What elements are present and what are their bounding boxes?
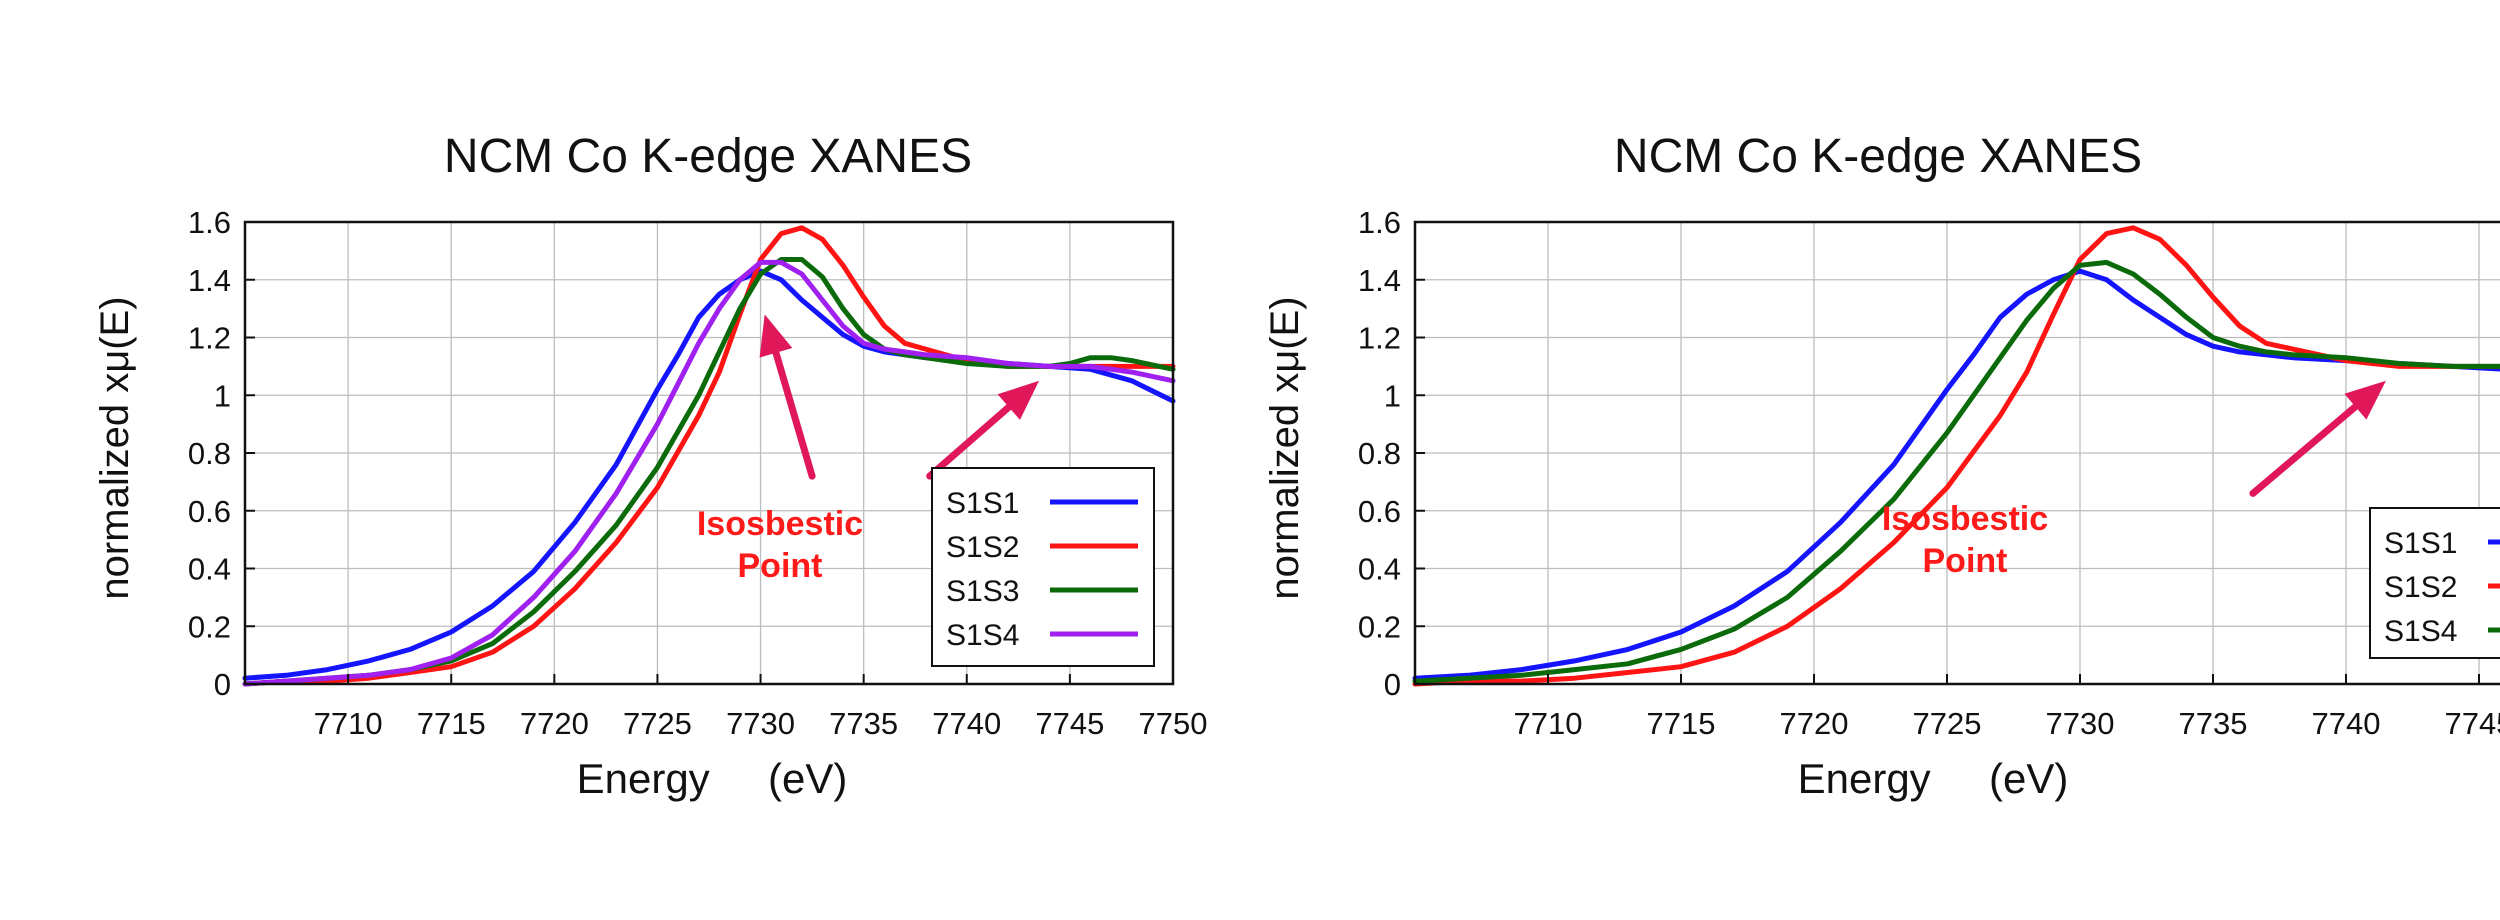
y-tick-label: 0.6	[188, 494, 231, 529]
annotation-arrow-shaft	[2249, 403, 2359, 497]
legend-label: S1S4	[2384, 615, 2457, 648]
x-tick-label: 7725	[1913, 706, 1982, 741]
plot-series	[242, 225, 1176, 687]
x-tick-label: 7725	[623, 706, 692, 741]
chart-panel-right: NCM Co K-edge XANES normalized xμ(E) Ene…	[1250, 0, 2500, 920]
legend-label: S1S1	[946, 487, 1019, 520]
x-tick-label: 7750	[1139, 706, 1208, 741]
x-tick-label: 7740	[2312, 706, 2381, 741]
x-tick-label: 7730	[726, 706, 795, 741]
series-line-s1s2	[1412, 225, 2500, 687]
x-tick-label: 7710	[1514, 706, 1583, 741]
annotation-arrow-head	[997, 380, 1039, 420]
y-tick-label: 0.2	[188, 609, 231, 644]
annotation-line1: Isosbestic	[697, 505, 863, 543]
annotation: Isosbestic Point	[697, 505, 863, 585]
x-tick-label: 7745	[2445, 706, 2500, 741]
y-tick-label: 1	[214, 378, 231, 413]
xanes-chart-right: NCM Co K-edge XANES normalized xμ(E) Ene…	[1263, 130, 2500, 802]
x-tick-label: 7740	[932, 706, 1001, 741]
annotation-arrow-head	[2344, 380, 2386, 420]
y-tick-label: 1.6	[1358, 205, 1401, 240]
legend-label: S1S4	[946, 619, 1019, 652]
series-line-s1s4	[242, 259, 1176, 687]
annotation-line1: Isosbestic	[1882, 500, 2048, 538]
x-tick-label: 7720	[520, 706, 589, 741]
y-tick-label: 0.6	[1358, 494, 1401, 529]
legend-label: S1S1	[2384, 527, 2457, 560]
y-tick-label: 1.6	[188, 205, 231, 240]
x-tick-label: 7715	[417, 706, 486, 741]
y-tick-label: 0.8	[188, 436, 231, 471]
y-tick-label: 0	[214, 667, 231, 702]
y-tick-label: 1.4	[1358, 263, 1401, 298]
y-tick-label: 1.4	[188, 263, 231, 298]
annotation-arrow-shaft	[926, 403, 1013, 480]
x-tick-label: 7735	[829, 706, 898, 741]
y-tick-label: 0.8	[1358, 436, 1401, 471]
legend: S1S1 S1S2 S1S4	[2369, 507, 2500, 659]
annotation-arrow-head	[759, 314, 793, 358]
y-tick-label: 1	[1384, 378, 1401, 413]
y-tick-label: 0.2	[1358, 609, 1401, 644]
x-tick-label: 7715	[1647, 706, 1716, 741]
x-tick-label: 7735	[2179, 706, 2248, 741]
annotation-arrow-shaft	[772, 349, 816, 480]
annotation: Isosbestic Point	[1882, 500, 2048, 580]
y-axis-label: normalized xμ(E)	[93, 296, 137, 599]
plot-series	[1412, 225, 2500, 687]
legend-label: S1S2	[946, 531, 1019, 564]
y-tick-label: 1.2	[1358, 321, 1401, 356]
series-line-s1s4	[1412, 259, 2500, 684]
y-tick-label: 1.2	[188, 321, 231, 356]
annotation-line2: Point	[1923, 542, 2008, 580]
axis-ticks: 77107715772077257730773577407745775000.2…	[1358, 205, 2500, 741]
legend-label: S1S3	[946, 575, 1019, 608]
axis-ticks: 7710 7715 7720 7725 7730 7735 7740 7745 7750 0 0.2…	[188, 205, 1208, 741]
y-axis-label: normalized xμ(E)	[1263, 296, 1307, 599]
xanes-chart-left: NCM Co K-edge XANES normalized xμ(E) Ene…	[93, 130, 1208, 802]
legend-box	[2369, 507, 2500, 659]
grid-lines	[1415, 222, 2500, 684]
legend: S1S1 S1S2 S1S3 S1S4	[931, 467, 1155, 667]
annotation-line2: Point	[738, 547, 823, 585]
chart-title: NCM Co K-edge XANES	[444, 130, 972, 183]
x-tick-label: 7720	[1780, 706, 1849, 741]
x-tick-label: 7730	[2046, 706, 2115, 741]
chart-title: NCM Co K-edge XANES	[1614, 130, 2142, 183]
y-tick-label: 0.4	[188, 552, 231, 587]
x-tick-label: 7710	[314, 706, 383, 741]
x-axis-label: Energy (eV)	[1798, 755, 2069, 802]
x-tick-label: 7745	[1035, 706, 1104, 741]
chart-panel-left: NCM Co K-edge XANES normalized xμ(E) Ene…	[93, 130, 1208, 802]
y-tick-label: 0.4	[1358, 552, 1401, 587]
legend-label: S1S2	[2384, 571, 2457, 604]
y-tick-label: 0	[1384, 667, 1401, 702]
x-axis-label: Energy (eV)	[577, 755, 848, 802]
